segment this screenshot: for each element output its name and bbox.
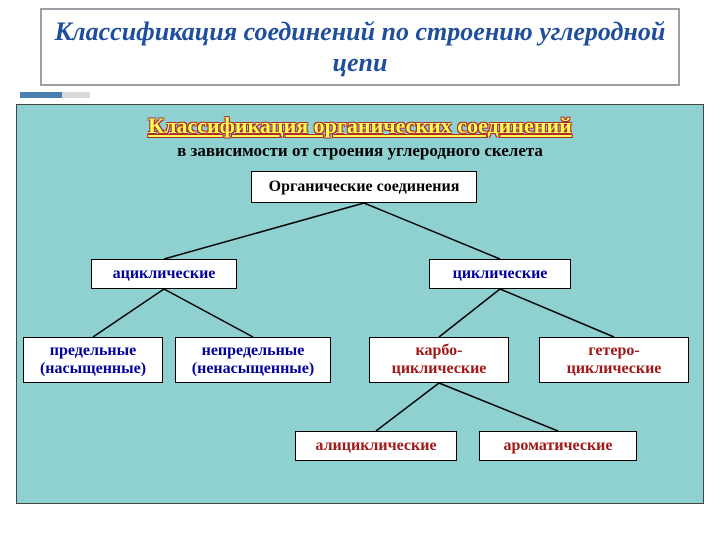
classification-diagram: Классификация органических соединений в … (16, 104, 704, 504)
node-carbo: карбо- циклические (369, 337, 509, 383)
slide-title: Классификация соединений по строению угл… (54, 16, 666, 78)
node-arom: ароматические (479, 431, 637, 461)
node-cyc: циклические (429, 259, 571, 289)
diagram-subtitle: в зависимости от строения углеродного ск… (17, 141, 703, 161)
node-ali: алициклические (295, 431, 457, 461)
slide-title-box: Классификация соединений по строению угл… (40, 8, 680, 86)
diagram-title: Классификация органических соединений (17, 113, 703, 139)
node-nepred: непредельные (ненасыщенные) (175, 337, 331, 383)
node-hetero: гетеро- циклические (539, 337, 689, 383)
node-root: Органические соединения (251, 171, 477, 203)
node-pred: предельные (насыщенные) (23, 337, 163, 383)
accent-bar (20, 92, 90, 98)
node-acyc: ациклические (91, 259, 237, 289)
